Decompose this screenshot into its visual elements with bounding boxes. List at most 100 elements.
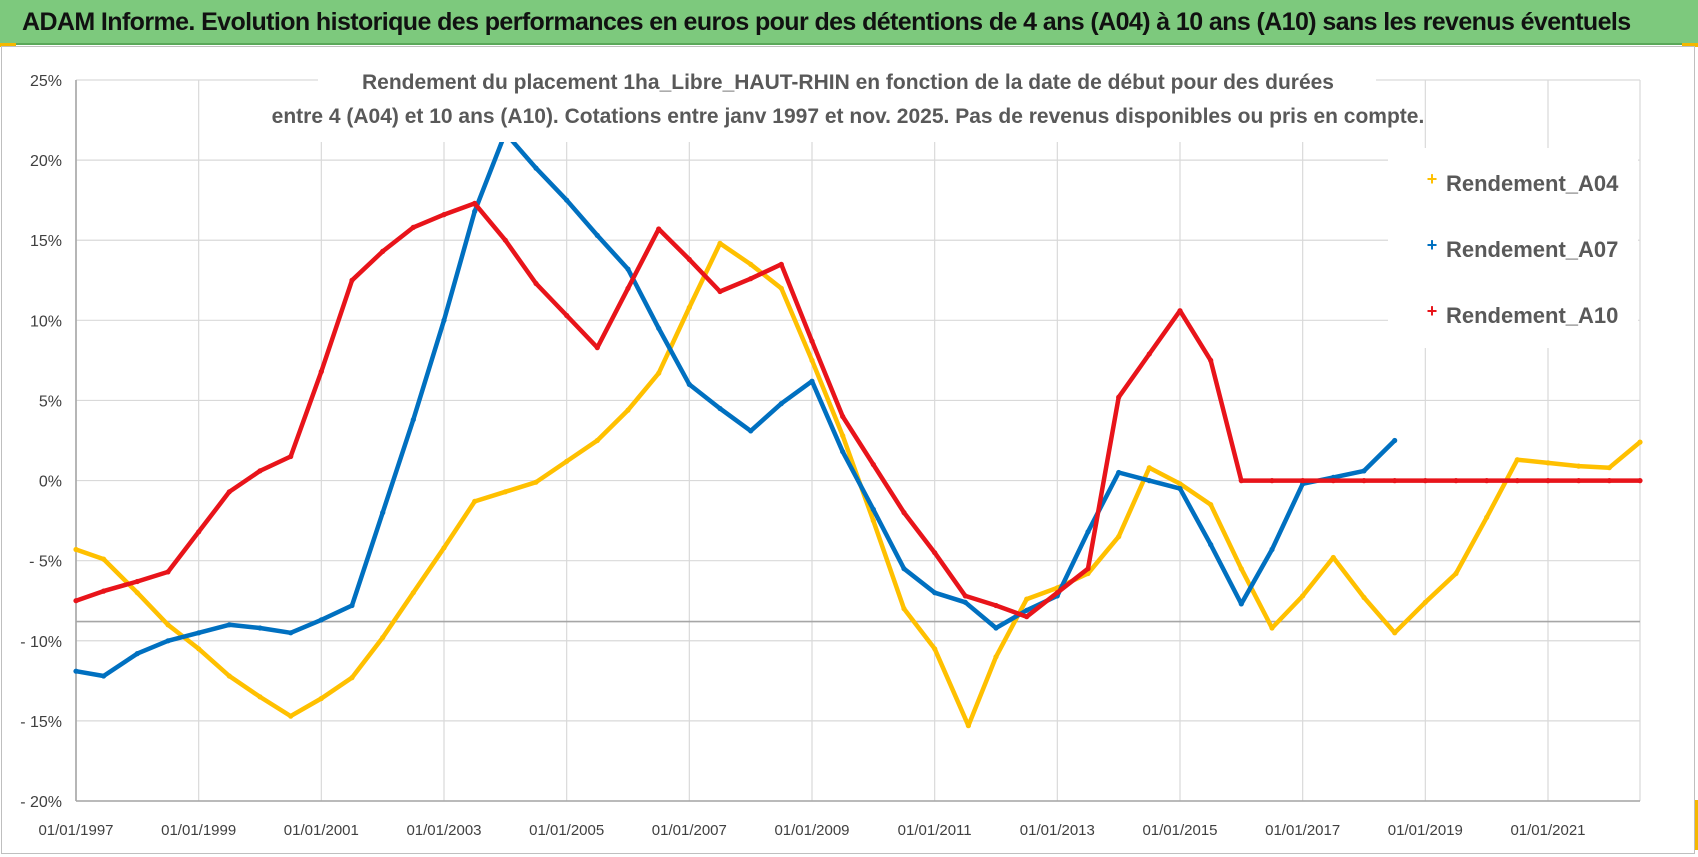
data-point [625,266,631,272]
y-tick-label: 15% [30,233,62,250]
y-tick-label: - 5% [29,554,62,571]
data-point [349,675,355,681]
data-point [196,646,202,652]
legend-label: Rendement_A10 [1446,303,1618,328]
data-point [73,668,79,674]
data-point [1361,594,1367,601]
data-point [594,345,600,351]
data-point [502,237,508,243]
data-point [410,224,416,230]
data-point [1024,596,1030,602]
data-point [778,261,784,267]
data-point [101,673,107,679]
data-point [1177,486,1183,492]
subtitle-background [318,62,1376,142]
data-point [1392,437,1398,444]
x-tick-label: 01/01/2011 [898,822,972,839]
data-point [1024,607,1030,613]
data-point [1208,542,1214,548]
data-point [656,325,662,331]
data-point [196,529,202,535]
data-point [1177,481,1183,487]
x-tick-label: 01/01/1999 [161,822,236,839]
data-point [1545,460,1551,466]
data-point [318,369,324,375]
data-point [870,461,876,468]
data-point [962,593,968,599]
data-point [533,280,539,287]
data-point [870,518,876,524]
y-tick-label: - 20% [20,794,62,811]
data-point [1300,593,1306,599]
data-point [932,590,938,596]
y-tick-label: 25% [30,73,62,90]
data-point [962,599,968,605]
data-point [901,509,907,516]
corner-marker-top-left [0,43,16,47]
data-point [101,588,107,594]
data-point [196,630,202,636]
data-point [1238,601,1244,607]
data-point [441,317,447,323]
title-banner: ADAM Informe. Evolution historique des p… [0,0,1698,45]
data-point [1269,546,1275,553]
legend-label: Rendement_A04 [1446,171,1619,196]
data-point [1606,478,1612,484]
data-point [73,546,79,553]
data-point [533,165,539,171]
data-point [993,625,999,631]
y-tick-label: - 15% [20,714,62,731]
chart-subtitle-line-2: entre 4 (A04) et 10 ans (A10). Cotations… [272,105,1425,128]
data-point [625,285,631,291]
data-point [1116,394,1122,400]
data-point [380,509,386,516]
data-point [686,256,692,262]
y-axis-tick-labels: 25% 20% 15% 10% 5% 0% - 5% - 10% - 15% - 20% [20,73,62,811]
data-point [1422,599,1428,605]
data-point [165,622,171,628]
data-point [1116,469,1122,476]
data-point [1484,478,1490,484]
y-tick-label: 10% [30,313,62,330]
legend-marker: + [1427,235,1438,255]
banner-title: ADAM Informe. Evolution historique des p… [22,8,1631,36]
data-point [1208,502,1214,508]
data-point [932,550,938,556]
data-point [533,479,539,485]
series-line-rendement-a10 [73,201,1643,619]
axes [75,80,1640,802]
data-point [564,197,570,203]
data-point [1269,625,1275,631]
data-point [101,556,107,562]
data-point [165,569,171,575]
data-point [1392,478,1398,484]
data-point [257,625,263,631]
data-point [1269,478,1275,484]
data-point [1146,465,1152,471]
data-point [564,312,570,319]
data-point [993,602,999,609]
data-point [1392,630,1398,636]
data-point [1146,478,1152,484]
data-point [1545,478,1551,484]
data-point [1330,554,1336,561]
data-point [564,458,570,464]
data-point [809,357,815,363]
data-point [226,622,232,628]
chart-area-border [1,46,1695,854]
data-point [288,630,294,636]
x-tick-label: 01/01/2013 [1020,822,1095,839]
series-lines [73,130,1643,729]
data-point [778,285,784,291]
data-point [656,226,662,232]
data-point [288,453,294,460]
x-tick-label: 01/01/1997 [38,822,113,839]
y-tick-label: - 10% [20,634,62,651]
corner-marker-bottom-right [1694,800,1698,850]
data-point [594,232,600,238]
data-point [717,240,723,246]
data-point [410,590,416,596]
legend-label: Rendement_A07 [1446,237,1618,262]
legend: + Rendement_A04 + Rendement_A07 + Rendement_A… [1427,169,1619,328]
